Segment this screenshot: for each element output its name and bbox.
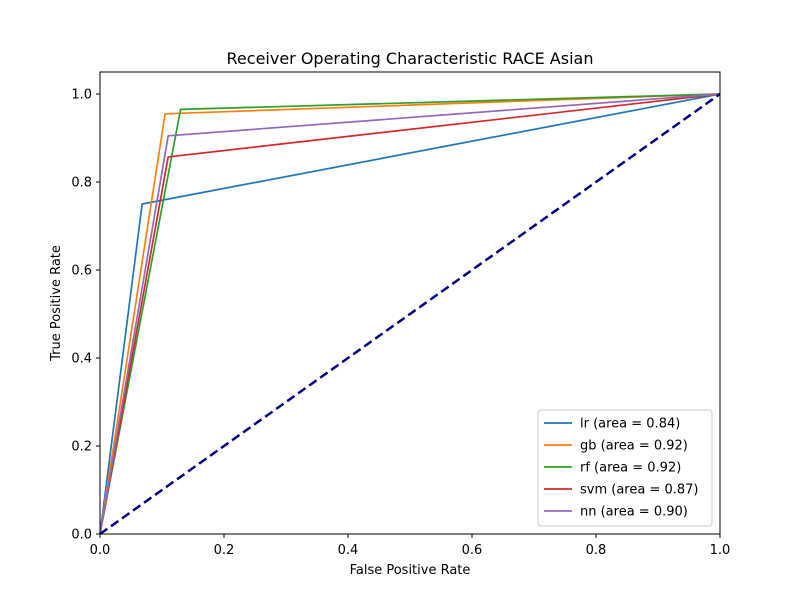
y-tick-label: 0.2 bbox=[71, 440, 92, 455]
y-tick-label: 0.8 bbox=[71, 176, 92, 191]
x-tick-label: 0.4 bbox=[338, 543, 359, 558]
series-line-2 bbox=[99, 93, 721, 535]
y-tick-label: 0.6 bbox=[71, 264, 92, 279]
series-line-1 bbox=[99, 93, 721, 535]
chart-title: Receiver Operating Characteristic RACE A… bbox=[227, 49, 594, 68]
x-tick-label: 0.0 bbox=[90, 543, 111, 558]
y-axis-title: True Positive Rate bbox=[49, 245, 64, 362]
x-axis-title: False Positive Rate bbox=[350, 563, 471, 578]
plot-frame bbox=[99, 71, 721, 535]
y-tick-label: 0.0 bbox=[71, 528, 92, 543]
legend-label-0: lr (area = 0.84) bbox=[580, 417, 680, 432]
series-line-4 bbox=[99, 93, 721, 535]
series-line-0 bbox=[99, 93, 721, 535]
x-tick-label: 0.8 bbox=[586, 543, 607, 558]
x-axis: 0.0 0.2 0.4 0.6 0.8 1.0 bbox=[90, 534, 731, 558]
x-tick-label: 1.0 bbox=[710, 543, 731, 558]
legend-box bbox=[537, 409, 713, 527]
legend-label-2: rf (area = 0.92) bbox=[580, 461, 681, 476]
legend: lr (area = 0.84) gb (area = 0.92) rf (area… bbox=[537, 409, 713, 527]
legend-label-3: svm (area = 0.87) bbox=[580, 483, 699, 498]
y-axis: 0.0 0.2 0.4 0.6 0.8 1.0 bbox=[71, 88, 100, 543]
series-line-3 bbox=[99, 93, 721, 535]
legend-label-4: nn (area = 0.90) bbox=[580, 505, 688, 520]
x-tick-label: 0.2 bbox=[214, 543, 235, 558]
plot-area bbox=[99, 92, 721, 536]
legend-label-1: gb (area = 0.92) bbox=[580, 439, 688, 454]
y-tick-label: 1.0 bbox=[71, 88, 92, 103]
reference-diagonal-line bbox=[99, 92, 721, 536]
y-tick-label: 0.4 bbox=[71, 352, 92, 367]
x-tick-label: 0.6 bbox=[462, 543, 483, 558]
